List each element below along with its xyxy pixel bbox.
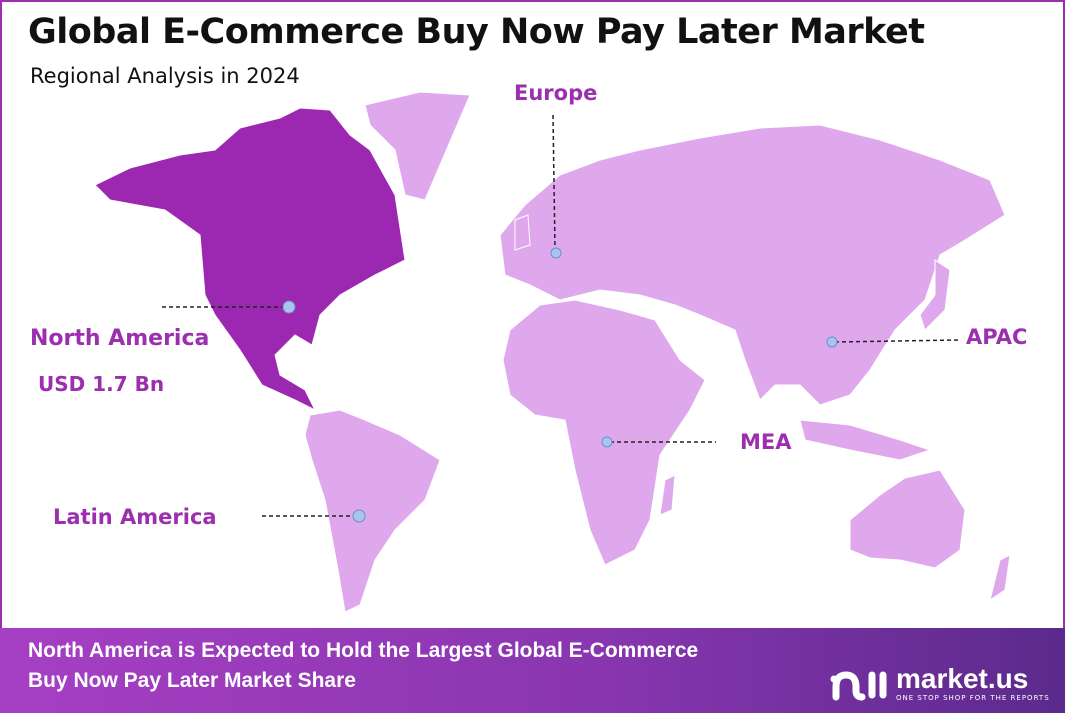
region-latin-america xyxy=(304,409,441,613)
island-uk xyxy=(514,214,531,251)
market-us-logo: market.us ONE STOP SHOP FOR THE REPORTS xyxy=(830,664,1050,703)
footer-line-1: North America is Expected to Hold the La… xyxy=(28,639,699,662)
footer-line-2: Buy Now Pay Later Market Share xyxy=(28,669,356,692)
marker-north-america xyxy=(282,300,296,314)
island-japan xyxy=(919,259,951,331)
islands-indonesia xyxy=(799,419,932,461)
label-mea: MEA xyxy=(740,430,792,454)
logo-text: market.us ONE STOP SHOP FOR THE REPORTS xyxy=(896,664,1050,703)
region-europe-asia xyxy=(499,124,1006,406)
label-latin-america: Latin America xyxy=(53,505,217,529)
label-apac: APAC xyxy=(966,325,1028,349)
region-africa xyxy=(502,299,706,566)
value-north-america: USD 1.7 Bn xyxy=(38,372,165,396)
market-us-logo-icon xyxy=(830,670,887,700)
page-title: Global E-Commerce Buy Now Pay Later Mark… xyxy=(28,12,925,52)
marker-europe xyxy=(550,247,562,259)
label-north-america: North America xyxy=(30,326,210,351)
label-europe: Europe xyxy=(514,81,598,105)
island-madagascar xyxy=(659,474,676,516)
footer-banner: North America is Expected to Hold the La… xyxy=(0,628,1065,713)
logo-name: market.us xyxy=(896,663,1029,694)
island-nz xyxy=(989,554,1011,602)
marker-latin-america xyxy=(352,509,366,523)
page-subtitle: Regional Analysis in 2024 xyxy=(30,64,300,88)
logo-tagline: ONE STOP SHOP FOR THE REPORTS xyxy=(896,694,1050,702)
greenland xyxy=(364,91,471,201)
region-north-america xyxy=(94,107,406,412)
marker-apac xyxy=(826,336,838,348)
region-australia xyxy=(849,469,966,569)
footer-text: North America is Expected to Hold the La… xyxy=(28,636,698,696)
marker-mea xyxy=(601,436,613,448)
leader-line-europe xyxy=(552,114,556,251)
